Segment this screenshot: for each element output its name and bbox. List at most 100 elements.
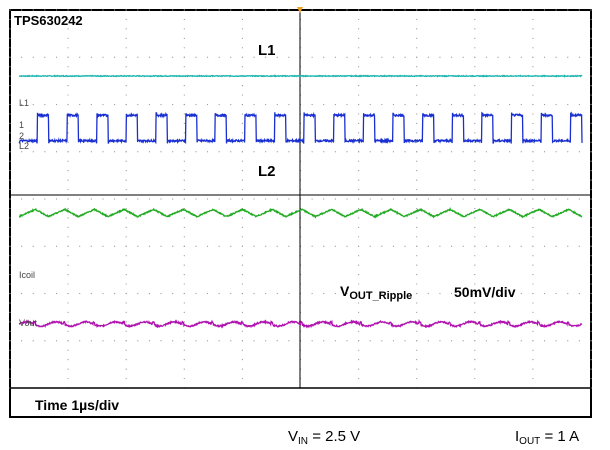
grid-dot — [497, 340, 499, 342]
grid-dot — [125, 226, 127, 228]
grid-dot — [567, 198, 569, 200]
grid-dot — [474, 226, 476, 228]
grid-dot — [67, 349, 69, 351]
grid-dot — [346, 292, 348, 295]
grid-dot — [555, 9, 557, 11]
grid-dot — [183, 85, 185, 87]
trace-l2 — [18, 111, 583, 145]
grid-dot — [44, 198, 46, 200]
grid-dot — [172, 56, 174, 58]
grid-dot — [381, 198, 383, 200]
grid-dot — [311, 56, 313, 58]
grid-dot — [32, 198, 34, 200]
grid-dot — [102, 245, 104, 247]
grid-dot — [543, 9, 546, 11]
grid-dot — [218, 151, 220, 153]
grid-dot — [404, 151, 406, 153]
grid-dot — [125, 56, 127, 58]
grid-dot — [532, 47, 534, 49]
grid-dot — [160, 340, 162, 342]
grid-dot — [369, 292, 371, 295]
grid-dot — [183, 28, 185, 30]
grid-dot — [125, 151, 127, 153]
grid-dot — [567, 245, 569, 247]
grid-dot — [509, 9, 511, 11]
grid-dot — [183, 292, 185, 295]
grid-dot — [102, 340, 104, 342]
grid-dot — [590, 245, 592, 247]
grid-dot — [172, 9, 174, 11]
grid-dot — [125, 264, 127, 266]
grid-dot — [183, 37, 185, 39]
grid-dot — [276, 292, 278, 295]
grid-dot — [9, 368, 11, 370]
grid-dot — [67, 103, 69, 106]
grid-dot — [474, 377, 476, 380]
grid-dot — [381, 245, 383, 247]
channel-marker-vout: Vout — [19, 318, 38, 328]
grid-dot — [450, 151, 453, 153]
grid-dot — [532, 151, 534, 153]
grid-dot — [590, 94, 592, 96]
grid-dot — [230, 56, 232, 58]
grid-dot — [9, 226, 11, 228]
grid-dot — [416, 170, 418, 172]
grid-dot — [241, 47, 243, 49]
grid-dot — [183, 349, 185, 351]
grid-dot — [218, 198, 220, 200]
grid-dot — [125, 160, 127, 162]
grid-dot — [125, 321, 127, 323]
vout-ripple-main: V — [340, 283, 350, 299]
grid-dot — [113, 103, 116, 106]
grid-dot — [67, 311, 69, 313]
grid-dot — [532, 170, 534, 172]
grid-dot — [346, 9, 348, 11]
grid-dot — [416, 113, 418, 115]
grid-dot — [9, 151, 11, 153]
grid-dot — [241, 188, 243, 191]
grid-dot — [590, 47, 592, 49]
trigger-marker — [297, 7, 303, 13]
grid-dot — [474, 151, 476, 153]
grid-dot — [474, 283, 476, 285]
grid-dot — [67, 255, 69, 257]
grid-dot — [590, 283, 592, 285]
grid-dot — [67, 47, 69, 49]
grid-dot — [474, 264, 476, 266]
grid-dot — [183, 255, 185, 257]
grid-dot — [590, 37, 592, 39]
grid-dot — [358, 368, 360, 370]
grid-dot — [230, 245, 232, 247]
grid-dot — [253, 198, 255, 200]
grid-dot — [67, 330, 69, 332]
grid-dot — [532, 368, 534, 370]
grid-dot — [288, 245, 290, 247]
grid-dot — [369, 198, 371, 200]
grid-dot — [67, 377, 69, 380]
grid-dot — [532, 226, 534, 228]
grid-dot — [590, 255, 592, 257]
grid-dot — [532, 103, 534, 106]
channel-marker-icoil: Icoil — [19, 270, 36, 280]
grid-dot — [9, 37, 11, 39]
grid-dot — [137, 340, 139, 342]
grid-dot — [474, 274, 476, 276]
grid-dot — [555, 292, 557, 295]
channel-marker-l1: L1 — [19, 98, 30, 108]
grid-dot — [113, 292, 116, 295]
grid-dot — [90, 9, 92, 11]
grid-dot — [590, 188, 592, 191]
grid-dot — [358, 264, 360, 266]
grid-dot — [497, 103, 499, 106]
grid-dot — [555, 245, 557, 247]
grid-dot — [21, 245, 23, 247]
grid-dot — [9, 66, 11, 68]
trace-icoil — [19, 207, 583, 219]
grid-dot — [67, 207, 69, 210]
grid-dot — [346, 103, 348, 106]
grid-dot — [113, 198, 116, 200]
grid-dot — [555, 56, 557, 58]
grid-dot — [21, 292, 23, 295]
grid-dot — [55, 198, 58, 200]
grid-dot — [67, 292, 69, 295]
